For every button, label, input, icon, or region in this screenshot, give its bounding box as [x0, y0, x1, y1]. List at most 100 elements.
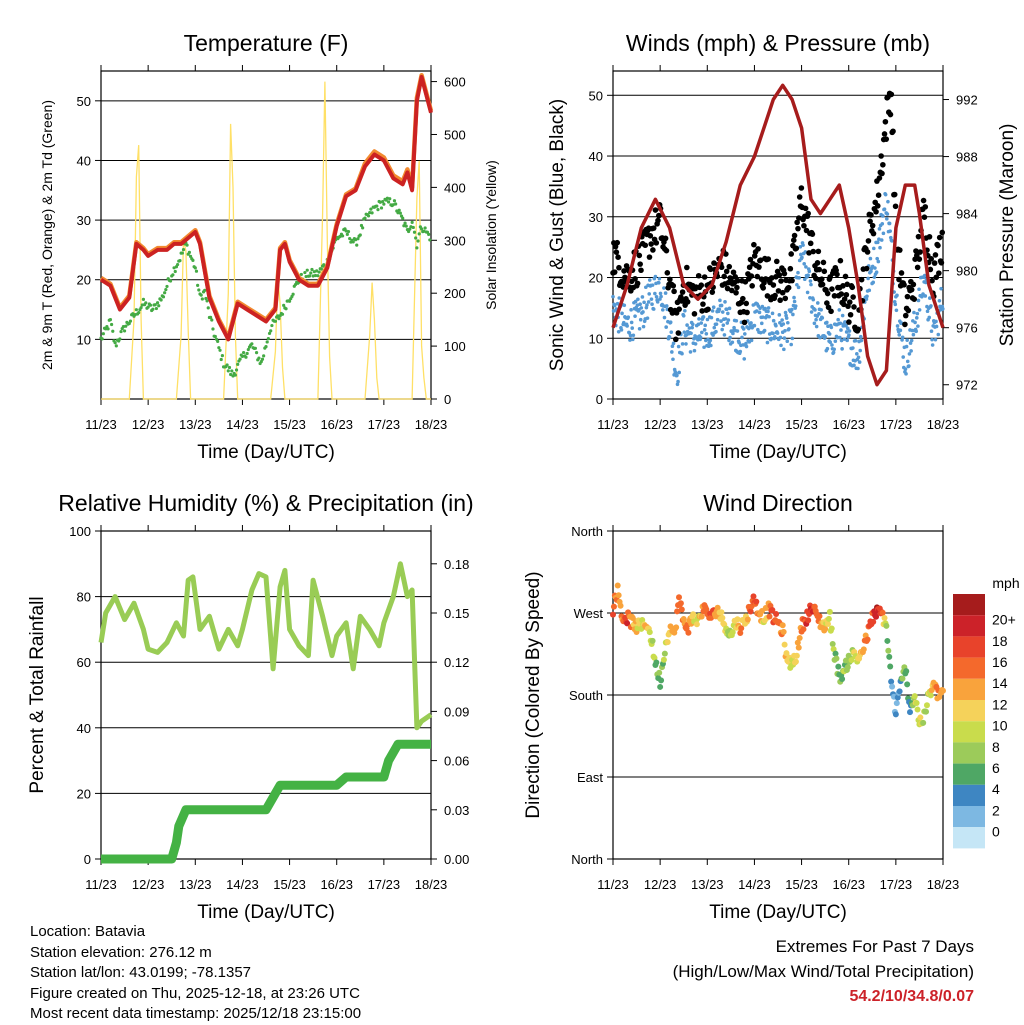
- wind-point: [676, 344, 681, 349]
- dewpoint-point: [313, 273, 318, 278]
- wind-point: [741, 327, 746, 331]
- wind-point: [930, 343, 935, 347]
- wind-point: [890, 239, 894, 243]
- wind-point: [701, 315, 706, 319]
- y-axis-label: Percent & Total Rainfall: [27, 596, 48, 793]
- dewpoint-point: [392, 199, 397, 203]
- dewpoint-point: [370, 211, 374, 215]
- wind-point: [646, 300, 651, 304]
- y-axis-label: Sonic Wind & Gust (Blue, Black): [547, 99, 568, 371]
- gust-point: [935, 242, 941, 249]
- dewpoint-point: [220, 354, 224, 358]
- dewpoint-point: [304, 274, 308, 279]
- gust-point: [840, 283, 846, 289]
- wind-point: [765, 340, 770, 345]
- direction-point: [792, 658, 799, 665]
- y2-tick-label: 0.12: [444, 655, 469, 670]
- gust-point: [890, 128, 896, 135]
- gust-point: [796, 215, 802, 221]
- x-tick-label: 14/23: [738, 417, 771, 432]
- x-tick-label: 17/23: [368, 877, 401, 892]
- gust-point: [938, 259, 945, 266]
- wind-point: [787, 327, 791, 331]
- dewpoint-point: [209, 315, 213, 319]
- gust-point: [824, 290, 831, 297]
- wind-point: [792, 299, 797, 304]
- gust-point: [876, 175, 883, 181]
- wind-point: [671, 341, 676, 346]
- dewpoint-point: [386, 200, 391, 204]
- wind-point: [796, 285, 801, 290]
- wind-point: [667, 335, 672, 339]
- wind-point: [915, 311, 920, 316]
- wind-point: [807, 269, 812, 274]
- wind-point: [629, 320, 634, 325]
- wind-point: [814, 324, 819, 329]
- wind-point: [654, 295, 659, 299]
- wind-point: [783, 310, 788, 315]
- direction-point: [822, 625, 829, 632]
- wind-point: [611, 294, 615, 299]
- wind-point: [823, 335, 827, 339]
- gust-point: [648, 241, 654, 247]
- direction-panel: Wind Direction 11/23 12/23 13/23 14/23 15/23 1…: [523, 490, 959, 923]
- wind-point: [688, 350, 693, 354]
- dewpoint-point: [137, 311, 141, 315]
- solar-line: [101, 81, 431, 400]
- direction-point: [614, 582, 621, 589]
- dewpoint-point: [203, 288, 207, 292]
- wind-point: [930, 337, 934, 342]
- wind-point: [727, 338, 731, 343]
- direction-point: [920, 719, 927, 726]
- colorbar-swatch: [953, 742, 985, 764]
- y-tick-label: 60: [77, 655, 91, 670]
- wind-point: [845, 338, 850, 343]
- direction-point: [907, 709, 913, 716]
- wind-point: [819, 307, 823, 312]
- wind-point: [856, 366, 860, 371]
- wind-point: [696, 322, 701, 327]
- direction-point: [783, 650, 790, 657]
- gust-point: [897, 247, 903, 253]
- wind-point: [641, 324, 646, 329]
- wind-point: [808, 279, 813, 283]
- wind-point: [740, 335, 744, 340]
- dewpoint-point: [154, 306, 158, 311]
- direction-point: [913, 699, 920, 706]
- gust-point: [865, 238, 872, 244]
- dewpoint-point: [316, 274, 320, 278]
- wind-point: [722, 333, 727, 337]
- x-tick-label: 14/23: [226, 417, 259, 432]
- wind-point: [894, 308, 899, 313]
- direction-point: [886, 653, 893, 660]
- gust-point: [670, 282, 677, 289]
- wind-point: [671, 357, 675, 362]
- direction-point: [883, 622, 890, 629]
- gust-point: [831, 293, 838, 299]
- wind-point: [802, 261, 807, 266]
- direction-point: [708, 614, 715, 621]
- dewpoint-point: [270, 323, 274, 328]
- gust-point: [921, 214, 928, 221]
- direction-point: [714, 604, 721, 611]
- wind-point: [709, 315, 714, 320]
- wind-point: [777, 313, 782, 317]
- wind-point: [724, 307, 729, 312]
- dewpoint-point: [376, 208, 380, 212]
- dewpoint-point: [280, 312, 285, 316]
- wind-point: [670, 344, 675, 349]
- colorbar-swatch: [953, 594, 985, 616]
- direction-point: [904, 681, 911, 688]
- winds-panel: Winds (mph) & Pressure (mb) 11/23 12/23 13/…: [547, 30, 1018, 463]
- wind-point: [917, 287, 921, 292]
- x-tick-label: 18/23: [927, 417, 960, 432]
- wind-point: [758, 330, 763, 335]
- dewpoint-point: [260, 357, 265, 361]
- gust-point: [810, 248, 817, 255]
- dewpoint-point: [159, 298, 163, 302]
- direction-point: [660, 656, 667, 663]
- gust-point: [820, 259, 827, 266]
- gust-point: [911, 296, 918, 302]
- gust-point: [931, 260, 938, 266]
- gust-series: [610, 90, 946, 343]
